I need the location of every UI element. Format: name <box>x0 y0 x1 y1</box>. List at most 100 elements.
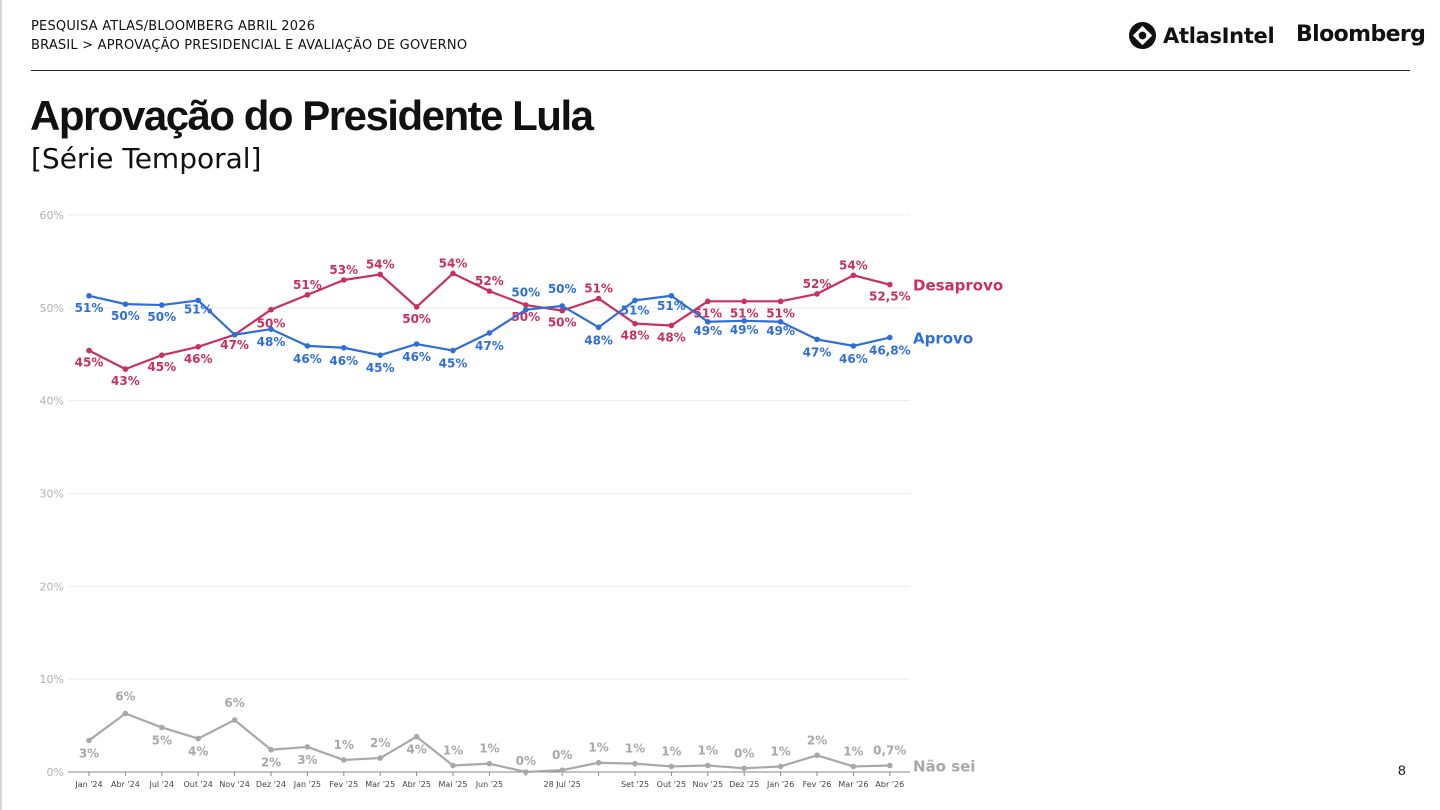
data-label: 54% <box>439 256 468 270</box>
data-point <box>814 752 820 759</box>
data-point <box>450 347 456 354</box>
data-point <box>559 303 565 309</box>
x-tick-label: 28 Jul '25 <box>544 780 581 789</box>
data-label: 2% <box>807 733 827 747</box>
data-label: 48% <box>257 335 286 349</box>
data-point <box>122 366 129 372</box>
data-label: 4% <box>406 743 426 757</box>
x-tick-label: Dez '24 <box>256 780 286 789</box>
data-label: 5% <box>152 733 172 747</box>
data-point <box>559 307 565 314</box>
data-label: 54% <box>366 257 395 271</box>
data-point <box>777 318 784 325</box>
data-label: 3% <box>79 746 99 760</box>
data-point <box>122 301 129 307</box>
data-label: 43% <box>111 374 140 388</box>
data-label: 50% <box>147 310 176 324</box>
x-tick-label: Jan '24 <box>74 780 102 789</box>
data-label: 45% <box>75 356 104 370</box>
atlasintel-wordmark: AtlasIntel <box>1163 23 1275 48</box>
data-label: 0% <box>516 754 536 768</box>
data-label: 51% <box>766 306 795 320</box>
data-label: 45% <box>439 357 468 371</box>
bloomberg-logo: Bloomberg <box>1296 22 1426 47</box>
x-tick-label: Nov '25 <box>693 780 724 789</box>
data-label: 50% <box>511 286 540 300</box>
data-point <box>559 767 565 773</box>
atlasintel-logo: AtlasIntel <box>1128 21 1275 50</box>
data-point <box>632 320 638 327</box>
data-point <box>122 710 129 717</box>
page-title: Aprovação do Presidente Lula <box>30 92 594 139</box>
data-label: 0% <box>734 746 754 760</box>
series-label: Desaprovo <box>913 277 1003 295</box>
data-label: 50% <box>402 312 431 326</box>
data-point <box>668 292 675 299</box>
data-point <box>450 270 456 277</box>
data-label: 4% <box>188 745 208 759</box>
data-label: 1% <box>843 744 863 758</box>
data-point <box>523 306 529 313</box>
data-point <box>705 762 711 769</box>
x-tick-label: Jan '25 <box>293 780 321 789</box>
data-point <box>486 288 493 294</box>
survey-title: PESQUISA ATLAS/BLOOMBERG ABRIL 2026 <box>31 19 316 34</box>
data-label: 48% <box>657 330 686 344</box>
data-point <box>159 724 165 731</box>
data-label: 46% <box>402 350 431 364</box>
data-point <box>486 760 493 767</box>
data-label: 51% <box>184 302 213 316</box>
header-divider <box>31 70 1410 71</box>
data-label: 50% <box>548 316 577 330</box>
data-point <box>195 735 201 742</box>
data-point <box>850 763 857 770</box>
y-tick-label: 20% <box>40 580 64 593</box>
x-tick-label: Nov '24 <box>219 780 250 789</box>
y-tick-label: 30% <box>40 488 64 501</box>
data-point <box>741 765 747 772</box>
atlasintel-mark-icon <box>1128 21 1157 50</box>
data-label: 47% <box>220 338 249 352</box>
data-point <box>413 341 420 347</box>
x-tick-label: Out '24 <box>183 780 212 789</box>
data-label: 51% <box>584 282 613 296</box>
page-subtitle: [Série Temporal] <box>31 142 262 175</box>
data-label: 52% <box>475 274 504 288</box>
data-point <box>86 737 92 744</box>
data-label: 46% <box>329 354 358 368</box>
data-label: 50% <box>111 309 140 323</box>
data-point <box>632 297 638 304</box>
data-point <box>304 292 311 298</box>
x-tick-label: Mar '25 <box>365 780 395 789</box>
x-tick-label: Fev '26 <box>803 780 832 789</box>
x-tick-label: Abr '25 <box>402 780 431 789</box>
data-point <box>850 343 857 349</box>
data-point <box>777 763 784 770</box>
x-tick-label: Jul '24 <box>149 780 175 789</box>
data-label: 46% <box>839 352 868 366</box>
data-point <box>741 298 747 305</box>
data-label: 45% <box>366 361 395 375</box>
data-label: 1% <box>588 741 608 755</box>
data-point <box>413 304 420 310</box>
x-tick-label: Abr '26 <box>875 780 904 789</box>
data-point <box>450 762 456 769</box>
data-point <box>86 292 92 299</box>
data-point <box>814 291 820 297</box>
data-label: 51% <box>657 299 686 313</box>
data-point <box>86 347 92 354</box>
data-point <box>304 343 311 349</box>
data-point <box>377 755 384 761</box>
data-label: 46% <box>184 352 213 366</box>
series-label: Não sei <box>913 758 975 776</box>
data-point <box>159 302 165 308</box>
data-label: 49% <box>766 324 795 338</box>
data-label: 48% <box>584 333 613 347</box>
data-label: 52% <box>803 277 832 291</box>
data-point <box>159 352 165 358</box>
y-tick-label: 40% <box>40 395 64 408</box>
data-label: 53% <box>329 263 358 277</box>
data-point <box>668 763 675 770</box>
data-point <box>268 306 274 313</box>
